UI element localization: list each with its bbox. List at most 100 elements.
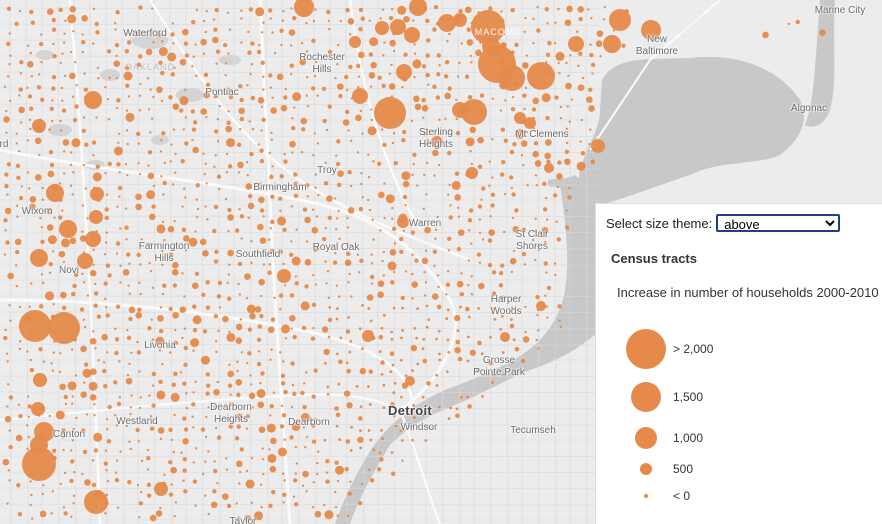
tract-circle[interactable]: [116, 162, 121, 167]
tract-circle[interactable]: [314, 173, 318, 176]
tract-circle[interactable]: [126, 252, 131, 257]
tract-circle[interactable]: [61, 99, 64, 102]
tract-circle[interactable]: [236, 142, 242, 147]
tract-circle[interactable]: [390, 280, 395, 285]
tract-circle[interactable]: [282, 227, 287, 233]
tract-circle[interactable]: [36, 85, 42, 90]
tract-circle[interactable]: [580, 150, 586, 156]
tract-circle[interactable]: [270, 107, 277, 114]
tract-circle[interactable]: [300, 117, 308, 125]
tract-circle[interactable]: [62, 506, 66, 509]
tract-circle[interactable]: [558, 72, 561, 75]
tract-circle[interactable]: [205, 415, 208, 419]
tract-circle[interactable]: [290, 72, 293, 76]
tract-circle[interactable]: [226, 332, 236, 342]
tract-circle[interactable]: [445, 293, 448, 296]
tract-circle[interactable]: [149, 426, 155, 431]
tract-circle[interactable]: [454, 314, 461, 322]
tract-circle[interactable]: [312, 326, 315, 330]
tract-circle[interactable]: [27, 415, 30, 419]
tract-circle[interactable]: [170, 143, 173, 146]
tract-circle[interactable]: [391, 226, 397, 232]
tract-circle[interactable]: [498, 270, 504, 276]
tract-circle[interactable]: [40, 226, 44, 229]
tract-circle[interactable]: [280, 381, 286, 386]
tract-circle[interactable]: [18, 87, 23, 92]
tract-circle[interactable]: [269, 227, 273, 230]
tract-circle[interactable]: [564, 225, 570, 230]
tract-circle[interactable]: [335, 154, 338, 157]
tract-circle[interactable]: [29, 127, 32, 131]
tract-circle[interactable]: [259, 158, 265, 164]
tract-circle[interactable]: [51, 99, 54, 102]
tract-circle[interactable]: [370, 61, 377, 69]
tract-circle[interactable]: [270, 248, 275, 254]
tract-circle[interactable]: [269, 404, 274, 409]
tract-circle[interactable]: [226, 296, 232, 301]
tract-circle[interactable]: [212, 489, 217, 494]
tract-circle[interactable]: [117, 141, 120, 144]
tract-circle[interactable]: [534, 160, 542, 167]
tract-circle[interactable]: [368, 19, 371, 23]
tract-circle[interactable]: [124, 48, 130, 54]
tract-circle[interactable]: [52, 303, 55, 306]
tract-circle[interactable]: [348, 350, 352, 354]
tract-circle[interactable]: [421, 105, 429, 112]
tract-circle[interactable]: [194, 43, 197, 46]
tract-circle[interactable]: [355, 385, 359, 388]
tract-circle[interactable]: [553, 41, 557, 45]
tract-circle[interactable]: [261, 117, 266, 123]
tract-circle[interactable]: [34, 137, 42, 145]
tract-circle[interactable]: [162, 180, 167, 186]
tract-circle[interactable]: [184, 141, 189, 146]
tract-circle[interactable]: [455, 117, 458, 121]
tract-circle[interactable]: [51, 17, 56, 23]
tract-circle[interactable]: [293, 193, 299, 199]
tract-circle[interactable]: [36, 209, 40, 213]
tract-circle[interactable]: [270, 348, 273, 351]
tract-circle[interactable]: [82, 281, 86, 284]
tract-circle[interactable]: [158, 379, 163, 385]
tract-circle[interactable]: [216, 139, 220, 143]
tract-circle[interactable]: [116, 106, 119, 110]
tract-circle[interactable]: [249, 72, 252, 76]
tract-circle[interactable]: [436, 304, 442, 310]
tract-circle[interactable]: [18, 347, 21, 351]
tract-circle[interactable]: [304, 445, 307, 449]
tract-circle[interactable]: [138, 406, 142, 410]
tract-circle[interactable]: [545, 305, 549, 308]
tract-circle[interactable]: [565, 127, 569, 130]
tract-circle[interactable]: [369, 319, 373, 323]
tract-circle[interactable]: [151, 403, 156, 408]
tract-circle[interactable]: [183, 235, 190, 242]
tract-circle[interactable]: [95, 30, 100, 35]
tract-circle[interactable]: [491, 270, 497, 275]
tract-circle[interactable]: [204, 460, 207, 463]
tract-circle[interactable]: [27, 404, 32, 409]
tract-circle[interactable]: [368, 52, 374, 57]
tract-circle[interactable]: [238, 208, 241, 211]
tract-circle[interactable]: [30, 436, 48, 454]
tract-circle[interactable]: [451, 180, 461, 190]
tract-circle[interactable]: [357, 86, 360, 89]
tract-circle[interactable]: [349, 339, 353, 343]
tract-circle[interactable]: [447, 150, 452, 156]
tract-circle[interactable]: [52, 42, 55, 46]
tract-circle[interactable]: [465, 6, 472, 14]
tract-circle[interactable]: [536, 301, 546, 311]
tract-circle[interactable]: [52, 351, 55, 354]
tract-circle[interactable]: [89, 394, 97, 401]
tract-circle[interactable]: [117, 185, 123, 191]
tract-circle[interactable]: [372, 448, 376, 452]
tract-circle[interactable]: [245, 427, 249, 430]
tract-circle[interactable]: [250, 240, 253, 243]
tract-circle[interactable]: [290, 205, 294, 208]
tract-circle[interactable]: [116, 506, 120, 510]
tract-circle[interactable]: [41, 281, 45, 285]
tract-circle[interactable]: [438, 352, 441, 356]
tract-circle[interactable]: [476, 252, 482, 257]
tract-circle[interactable]: [250, 456, 254, 460]
tract-circle[interactable]: [69, 449, 73, 452]
tract-circle[interactable]: [346, 88, 349, 91]
tract-circle[interactable]: [548, 132, 551, 135]
